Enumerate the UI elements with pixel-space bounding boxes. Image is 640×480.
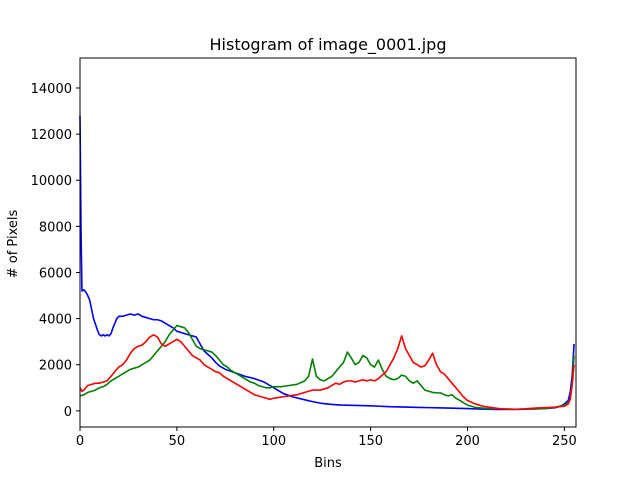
plot-background [80, 58, 576, 427]
x-tick-label: 50 [169, 434, 186, 449]
chart-title: Histogram of image_0001.jpg [210, 35, 447, 55]
x-tick-label: 200 [455, 434, 480, 449]
y-tick-label: 0 [64, 405, 72, 420]
x-tick-label: 100 [261, 434, 286, 449]
y-tick-label: 8000 [39, 220, 72, 235]
y-axis-label: # of Pixels [6, 210, 21, 279]
plot-area [80, 58, 576, 427]
x-tick-label: 0 [76, 434, 84, 449]
plot-frame [79, 57, 577, 428]
y-tick-label: 14000 [31, 82, 72, 97]
series-line-1 [79, 324, 575, 411]
y-tick-label: 6000 [39, 266, 72, 281]
series-line-2 [79, 333, 575, 411]
y-tick-label: 2000 [39, 359, 72, 374]
series-layer [79, 115, 575, 411]
y-tick-label: 4000 [39, 313, 72, 328]
axes-layer: 0 50 100 150 200 250 0 2000 4000 6000 8000 10000 120… [31, 57, 577, 449]
x-tick-label: 150 [358, 434, 383, 449]
series-line-0 [79, 115, 575, 411]
y-tick-label: 10000 [31, 174, 72, 189]
x-tick-label: 250 [552, 434, 577, 449]
x-axis-label: Bins [314, 456, 342, 471]
y-tick-label: 12000 [31, 128, 72, 143]
